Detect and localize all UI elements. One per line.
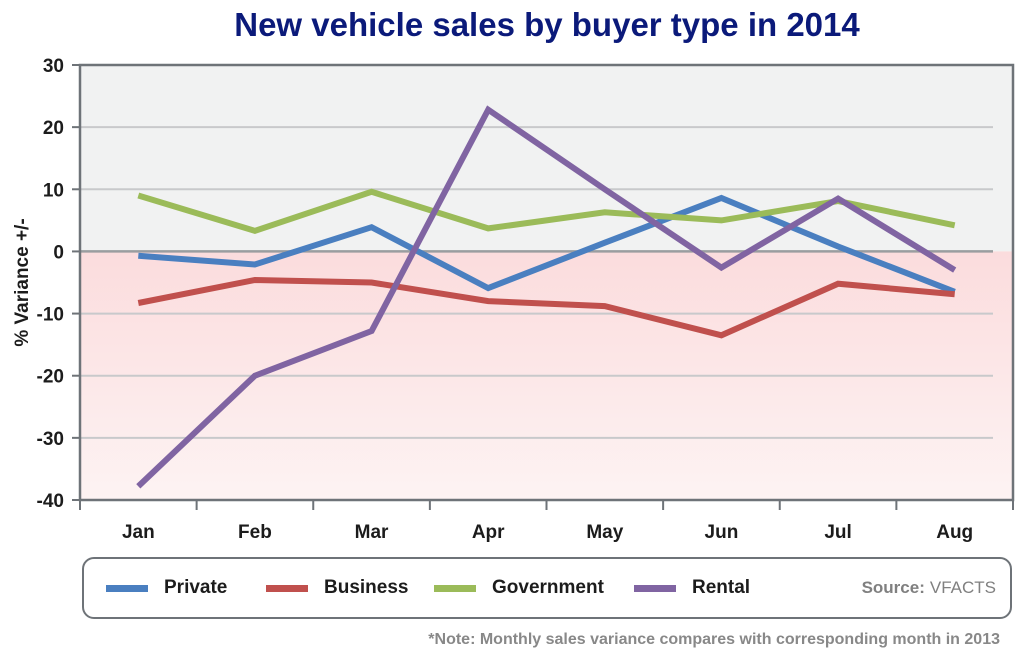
legend: Private Business Government Rental Sourc… xyxy=(82,557,1012,619)
x-tick-label: Feb xyxy=(238,522,272,543)
x-tick-label: Mar xyxy=(355,522,389,543)
y-tick-label: -30 xyxy=(37,429,64,450)
y-axis-ticks: 30 20 10 0 -10 -20 -30 -40 xyxy=(37,56,80,512)
series-line-business xyxy=(137,276,955,339)
footnote: *Note: Monthly sales variance compares w… xyxy=(428,631,1000,648)
x-tick-label: Apr xyxy=(472,522,505,543)
x-tick-label: May xyxy=(586,522,623,543)
x-tick-label: Aug xyxy=(936,522,973,543)
series-lines xyxy=(136,105,957,489)
legend-swatch-business xyxy=(266,584,308,592)
y-axis-label: % Variance +/- xyxy=(12,218,33,346)
line-chart: 30 20 10 0 -10 -20 -30 -40 Jan Feb Mar Apr May Jun Ju… xyxy=(12,56,1015,543)
legend-swatch-rental xyxy=(634,584,676,592)
source-credit: Source: VFACTS xyxy=(862,559,996,617)
x-tick-label: Jun xyxy=(705,522,739,543)
x-tick-label: Jan xyxy=(122,522,155,543)
y-tick-label: 20 xyxy=(43,118,64,139)
legend-label-rental: Rental xyxy=(692,577,751,598)
x-tick-label: Jul xyxy=(824,522,851,543)
legend-item-private: Private xyxy=(106,559,227,617)
y-tick-label: -10 xyxy=(37,305,64,326)
y-tick-label: 10 xyxy=(43,180,64,201)
legend-swatch-private xyxy=(106,584,148,592)
chart-title: New vehicle sales by buyer type in 2014 xyxy=(234,6,860,43)
y-tick-label: 30 xyxy=(43,56,64,77)
y-tick-label: 0 xyxy=(53,242,64,263)
source-label: Source: xyxy=(861,578,925,597)
gridlines xyxy=(80,126,993,439)
y-tick-label: -20 xyxy=(37,367,64,388)
series-line-government xyxy=(137,188,956,235)
legend-swatch-government xyxy=(434,584,476,592)
y-tick-label: -40 xyxy=(37,491,64,512)
x-axis-ticks: Jan Feb Mar Apr May Jun Jul Aug xyxy=(79,500,1014,543)
legend-item-government: Government xyxy=(434,559,604,617)
legend-label-private: Private xyxy=(164,577,228,598)
source-value: VFACTS xyxy=(929,578,996,597)
series-line-rental xyxy=(136,105,957,489)
legend-label-government: Government xyxy=(492,577,604,598)
legend-item-rental: Rental xyxy=(634,559,750,617)
legend-item-business: Business xyxy=(266,559,408,617)
series-line-private xyxy=(138,194,956,295)
legend-label-business: Business xyxy=(324,577,409,598)
